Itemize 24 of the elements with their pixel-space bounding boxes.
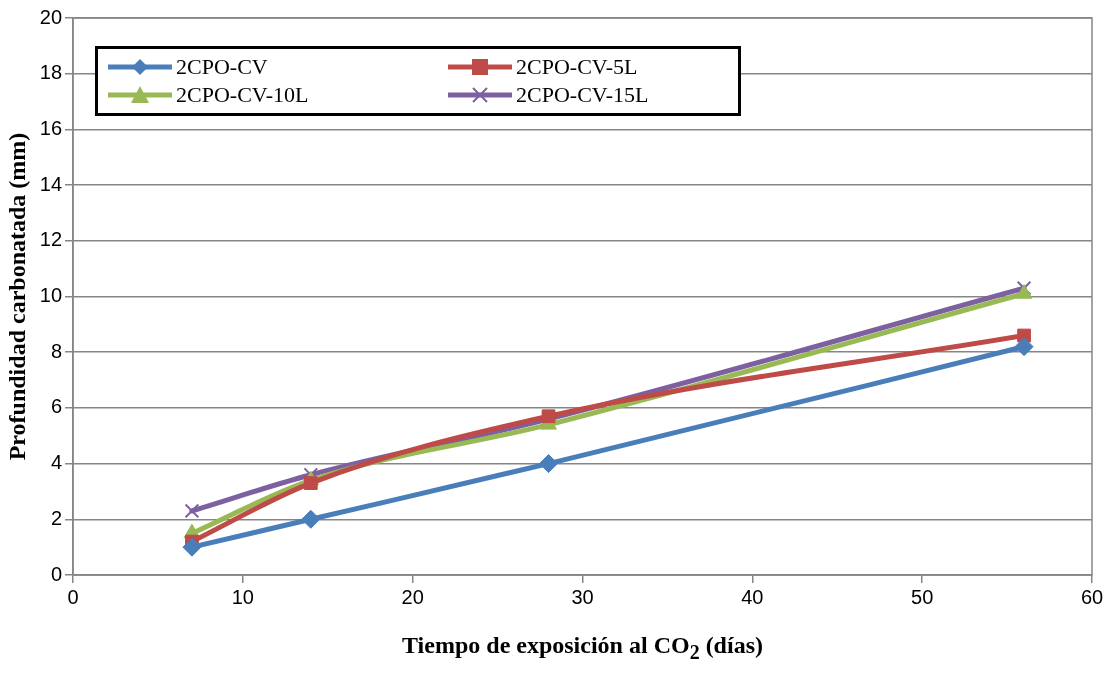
y-axis-title: Profundidad carbonatada (mm) [3,132,30,461]
x-tick-label: 20 [401,585,424,608]
y-tick-label: 14 [39,172,63,195]
x-tick-label: 40 [741,585,764,608]
x-axis-title: Tiempo de exposición al CO$_{2}$ (días) [401,632,764,664]
y-tick-label: 2 [50,506,63,529]
y-tick-label: 18 [39,61,63,84]
y-tick-label: 4 [50,451,63,474]
y-tick-label: 8 [50,339,63,362]
y-tick-label: 16 [39,116,63,139]
x-tick-label: 0 [67,585,79,608]
legend-label: 2CPO-CV-10L [176,82,309,108]
y-tick-label: 12 [39,228,63,251]
x-tick-label: 30 [571,585,594,608]
x-tick-label: 10 [231,585,254,608]
legend-label: 2CPO-CV-15L [516,82,649,108]
legend-label: 2CPO-CV [176,54,268,80]
y-tick-label: 20 [39,5,63,28]
x-tick-label: 50 [911,585,934,608]
y-tick-label: 6 [50,395,63,418]
legend-label: 2CPO-CV-5L [516,54,638,80]
y-tick-label: 10 [39,284,63,307]
x-tick-label: 60 [1080,585,1104,608]
y-tick-label: 0 [50,562,63,585]
